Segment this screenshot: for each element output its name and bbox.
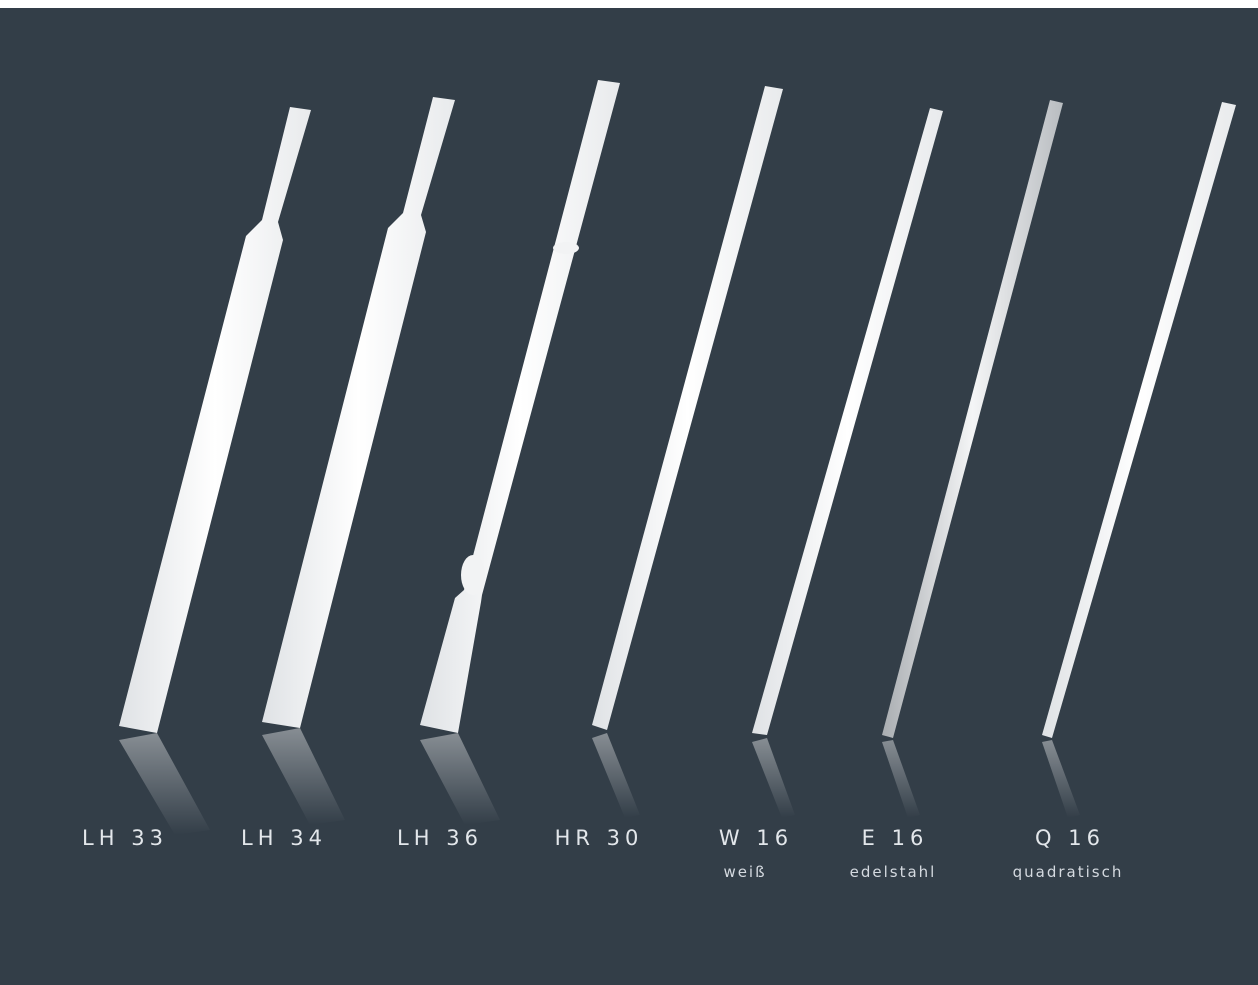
product-name: E 16 bbox=[862, 826, 929, 850]
reflections bbox=[119, 728, 1080, 835]
product-note: weiß bbox=[723, 863, 766, 881]
reflection bbox=[1042, 740, 1080, 818]
spindles bbox=[119, 80, 1236, 738]
reflection bbox=[119, 733, 210, 835]
spindle-lh34 bbox=[262, 97, 455, 728]
product-name: HR 30 bbox=[555, 826, 644, 850]
product-name: LH 34 bbox=[241, 826, 327, 850]
product-name: W 16 bbox=[719, 826, 793, 850]
spindle-e16 bbox=[882, 100, 1063, 738]
reflection bbox=[882, 740, 920, 818]
spindle-lh33 bbox=[119, 107, 311, 733]
product-name: LH 36 bbox=[397, 826, 483, 850]
product-note: quadratisch bbox=[1013, 863, 1124, 881]
product-name: LH 33 bbox=[82, 826, 168, 850]
reflection bbox=[752, 738, 795, 818]
product-note: edelstahl bbox=[850, 863, 937, 881]
spindle-q16 bbox=[1042, 102, 1236, 738]
spindle-lh36-ring bbox=[553, 242, 579, 254]
labels: LH 33 LH 34 LH 36 HR 30 W 16 E 16 Q 16 w… bbox=[82, 826, 1124, 881]
spindle-lh36-bulb bbox=[461, 555, 485, 595]
reflection bbox=[592, 733, 640, 818]
reflection bbox=[420, 733, 500, 825]
product-name: Q 16 bbox=[1035, 826, 1105, 850]
spindle-hr30 bbox=[592, 86, 783, 730]
reflection bbox=[262, 728, 345, 825]
spindle-w16 bbox=[752, 108, 943, 735]
